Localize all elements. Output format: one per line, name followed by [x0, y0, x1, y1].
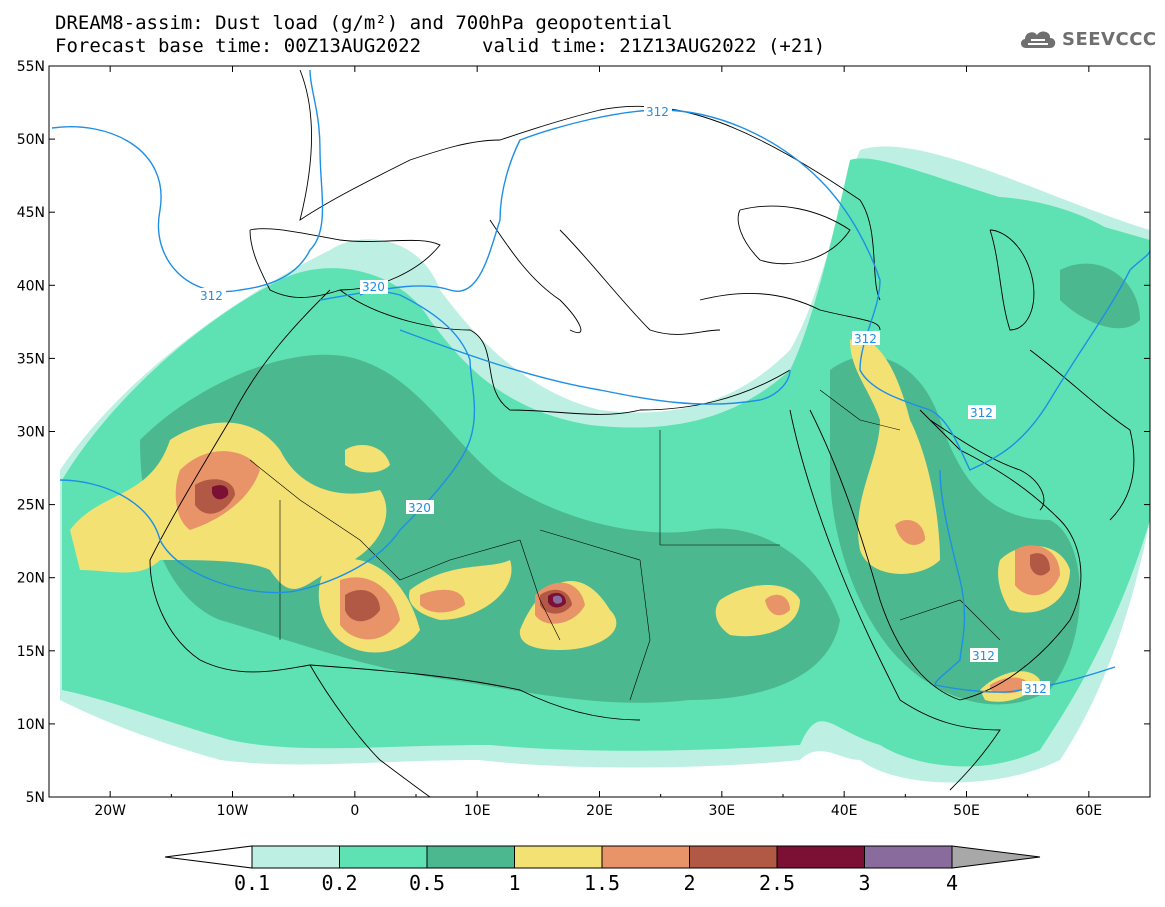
lon-tick-label: 10W [217, 803, 249, 819]
coastline-balkans [559, 229, 721, 335]
lon-tick-label: 30E [708, 803, 735, 819]
border-mali-niger [399, 539, 521, 581]
lat-tick-label: 45N [17, 205, 45, 221]
coastline-red-sea [789, 409, 901, 701]
dust-region-yellow-algeria [345, 445, 390, 473]
colorbar-label: 3 [858, 871, 870, 895]
seevccc-logo: SEEVCCC [1018, 26, 1157, 52]
lon-tick-label: 60E [1075, 803, 1102, 819]
dust-region-yellow-arabia [850, 338, 940, 574]
lon-tick-label: 10E [464, 803, 491, 819]
colorbar-over-arrow [951, 845, 1041, 869]
dust-region-orange-arabia [895, 520, 925, 545]
dust-region-brown-mali [345, 590, 380, 622]
colorbar-label: 1 [508, 871, 520, 895]
lat-tick-label: 20N [17, 571, 45, 587]
lon-tick-label: 20W [94, 803, 126, 819]
coastline-europe [299, 69, 881, 301]
colorbar-label: 0.5 [409, 871, 445, 895]
valid-time: valid time: 21Z13AUG2022 (+21) [482, 35, 826, 57]
forecast-base-time: Forecast base time: 00Z13AUG2022 [55, 35, 422, 57]
lat-tick-label: 50N [17, 132, 45, 148]
coastline-north-africa [339, 289, 791, 415]
colorbar-label: 1.5 [584, 871, 620, 895]
colorbar-label: 0.1 [234, 871, 270, 895]
colorbar-swatch [339, 845, 428, 869]
colorbar-label: 4 [946, 871, 958, 895]
lat-tick-label: 10N [17, 717, 45, 733]
colorbar-swatch [514, 845, 603, 869]
lat-tick-label: 55N [17, 59, 45, 75]
lat-tick-label: 40N [17, 278, 45, 294]
contour-320 [59, 290, 476, 594]
lat-tick-label: 5N [26, 790, 45, 806]
colorbar-swatch [776, 845, 865, 869]
colorbar-swatch [601, 845, 690, 869]
colorbar-swatch [864, 845, 953, 869]
coastline-iberia [249, 228, 441, 298]
lon-tick-label: 20E [586, 803, 613, 819]
contour-label-312-gulf-aden: 312 [1024, 682, 1047, 696]
colorbar-label: 0.2 [321, 871, 357, 895]
lat-tick-label: 35N [17, 351, 45, 367]
contour-312-main [319, 109, 1150, 471]
coastline-italy [489, 219, 582, 334]
coastline-horn [899, 699, 1001, 791]
latitude-axis: 55N 50N 45N 40N 35N 30N 25N 20N 15N 10N 5N [17, 59, 1150, 806]
colorbar-label: 2.5 [759, 871, 795, 895]
contour-312-west [51, 69, 324, 293]
border-iraq [819, 389, 901, 431]
lat-tick-label: 15N [17, 644, 45, 660]
dust-region-purple-chad [553, 595, 563, 604]
contour-312-sahara-north [399, 329, 791, 405]
lat-tick-label: 25N [17, 498, 45, 514]
logo-text: SEEVCCC [1062, 28, 1157, 50]
colorbar-swatch [426, 845, 515, 869]
dust-field: 312 312 320 320 312 312 312 312 [51, 69, 1150, 797]
map-title: DREAM8-assim: Dust load (g/m²) and 700hP… [55, 12, 673, 34]
contour-label-320-south: 320 [408, 501, 431, 515]
coastlines [149, 69, 1135, 797]
contour-label-312-west: 312 [200, 289, 223, 303]
contour-label-320-north: 320 [362, 280, 385, 294]
contour-label-312-europe: 312 [646, 105, 669, 119]
dust-region-medium-east [1060, 263, 1140, 329]
border-algeria-mali [249, 459, 401, 581]
colorbar-swatch [689, 845, 778, 869]
border-saudi-yemen [899, 599, 1001, 641]
coastline-iran [1029, 349, 1135, 521]
coastline-gulf-guinea [309, 664, 431, 797]
dust-region-orange-niger [420, 589, 465, 613]
contour-label-312-gulf: 312 [970, 406, 993, 420]
border-niger-chad [519, 539, 561, 641]
lon-tick-label: 50E [953, 803, 980, 819]
coastline-arabia [809, 409, 1082, 701]
lon-tick-label: 0 [350, 803, 359, 819]
contour-label-312-iraq: 312 [854, 332, 877, 346]
country-borders [249, 389, 1001, 701]
coastline-west-africa [149, 289, 641, 721]
cloud-logo-icon [1020, 31, 1056, 48]
coastline-black-sea [737, 205, 851, 265]
longitude-axis: 20W 10W 0 10E 20E 30E 40E 50E 60E [48, 66, 1151, 819]
dust-region-orange-sudan [765, 594, 790, 616]
colorbar-swatch [251, 845, 340, 869]
lat-tick-label: 30N [17, 425, 45, 441]
dust-region-brown-oman [1030, 553, 1050, 576]
geopotential-contours [51, 69, 1150, 693]
dust-region-medium-sahara [140, 354, 840, 703]
coastline-caspian [989, 229, 1035, 331]
dust-region-darkred-mauritania [212, 485, 229, 500]
lon-tick-label: 40E [831, 803, 858, 819]
colorbar-under-arrow [164, 845, 253, 869]
contour-label-312-yemen: 312 [972, 649, 995, 663]
colorbar-label: 2 [683, 871, 695, 895]
coastline-turkey [699, 292, 881, 331]
colorbar: 0.1 0.2 0.5 1 1.5 2 2.5 3 4 [164, 845, 1041, 895]
contour-labels: 312 312 320 320 312 312 312 312 [198, 104, 1050, 696]
border-libya-chad [539, 529, 641, 561]
border-chad-sudan [629, 559, 651, 701]
